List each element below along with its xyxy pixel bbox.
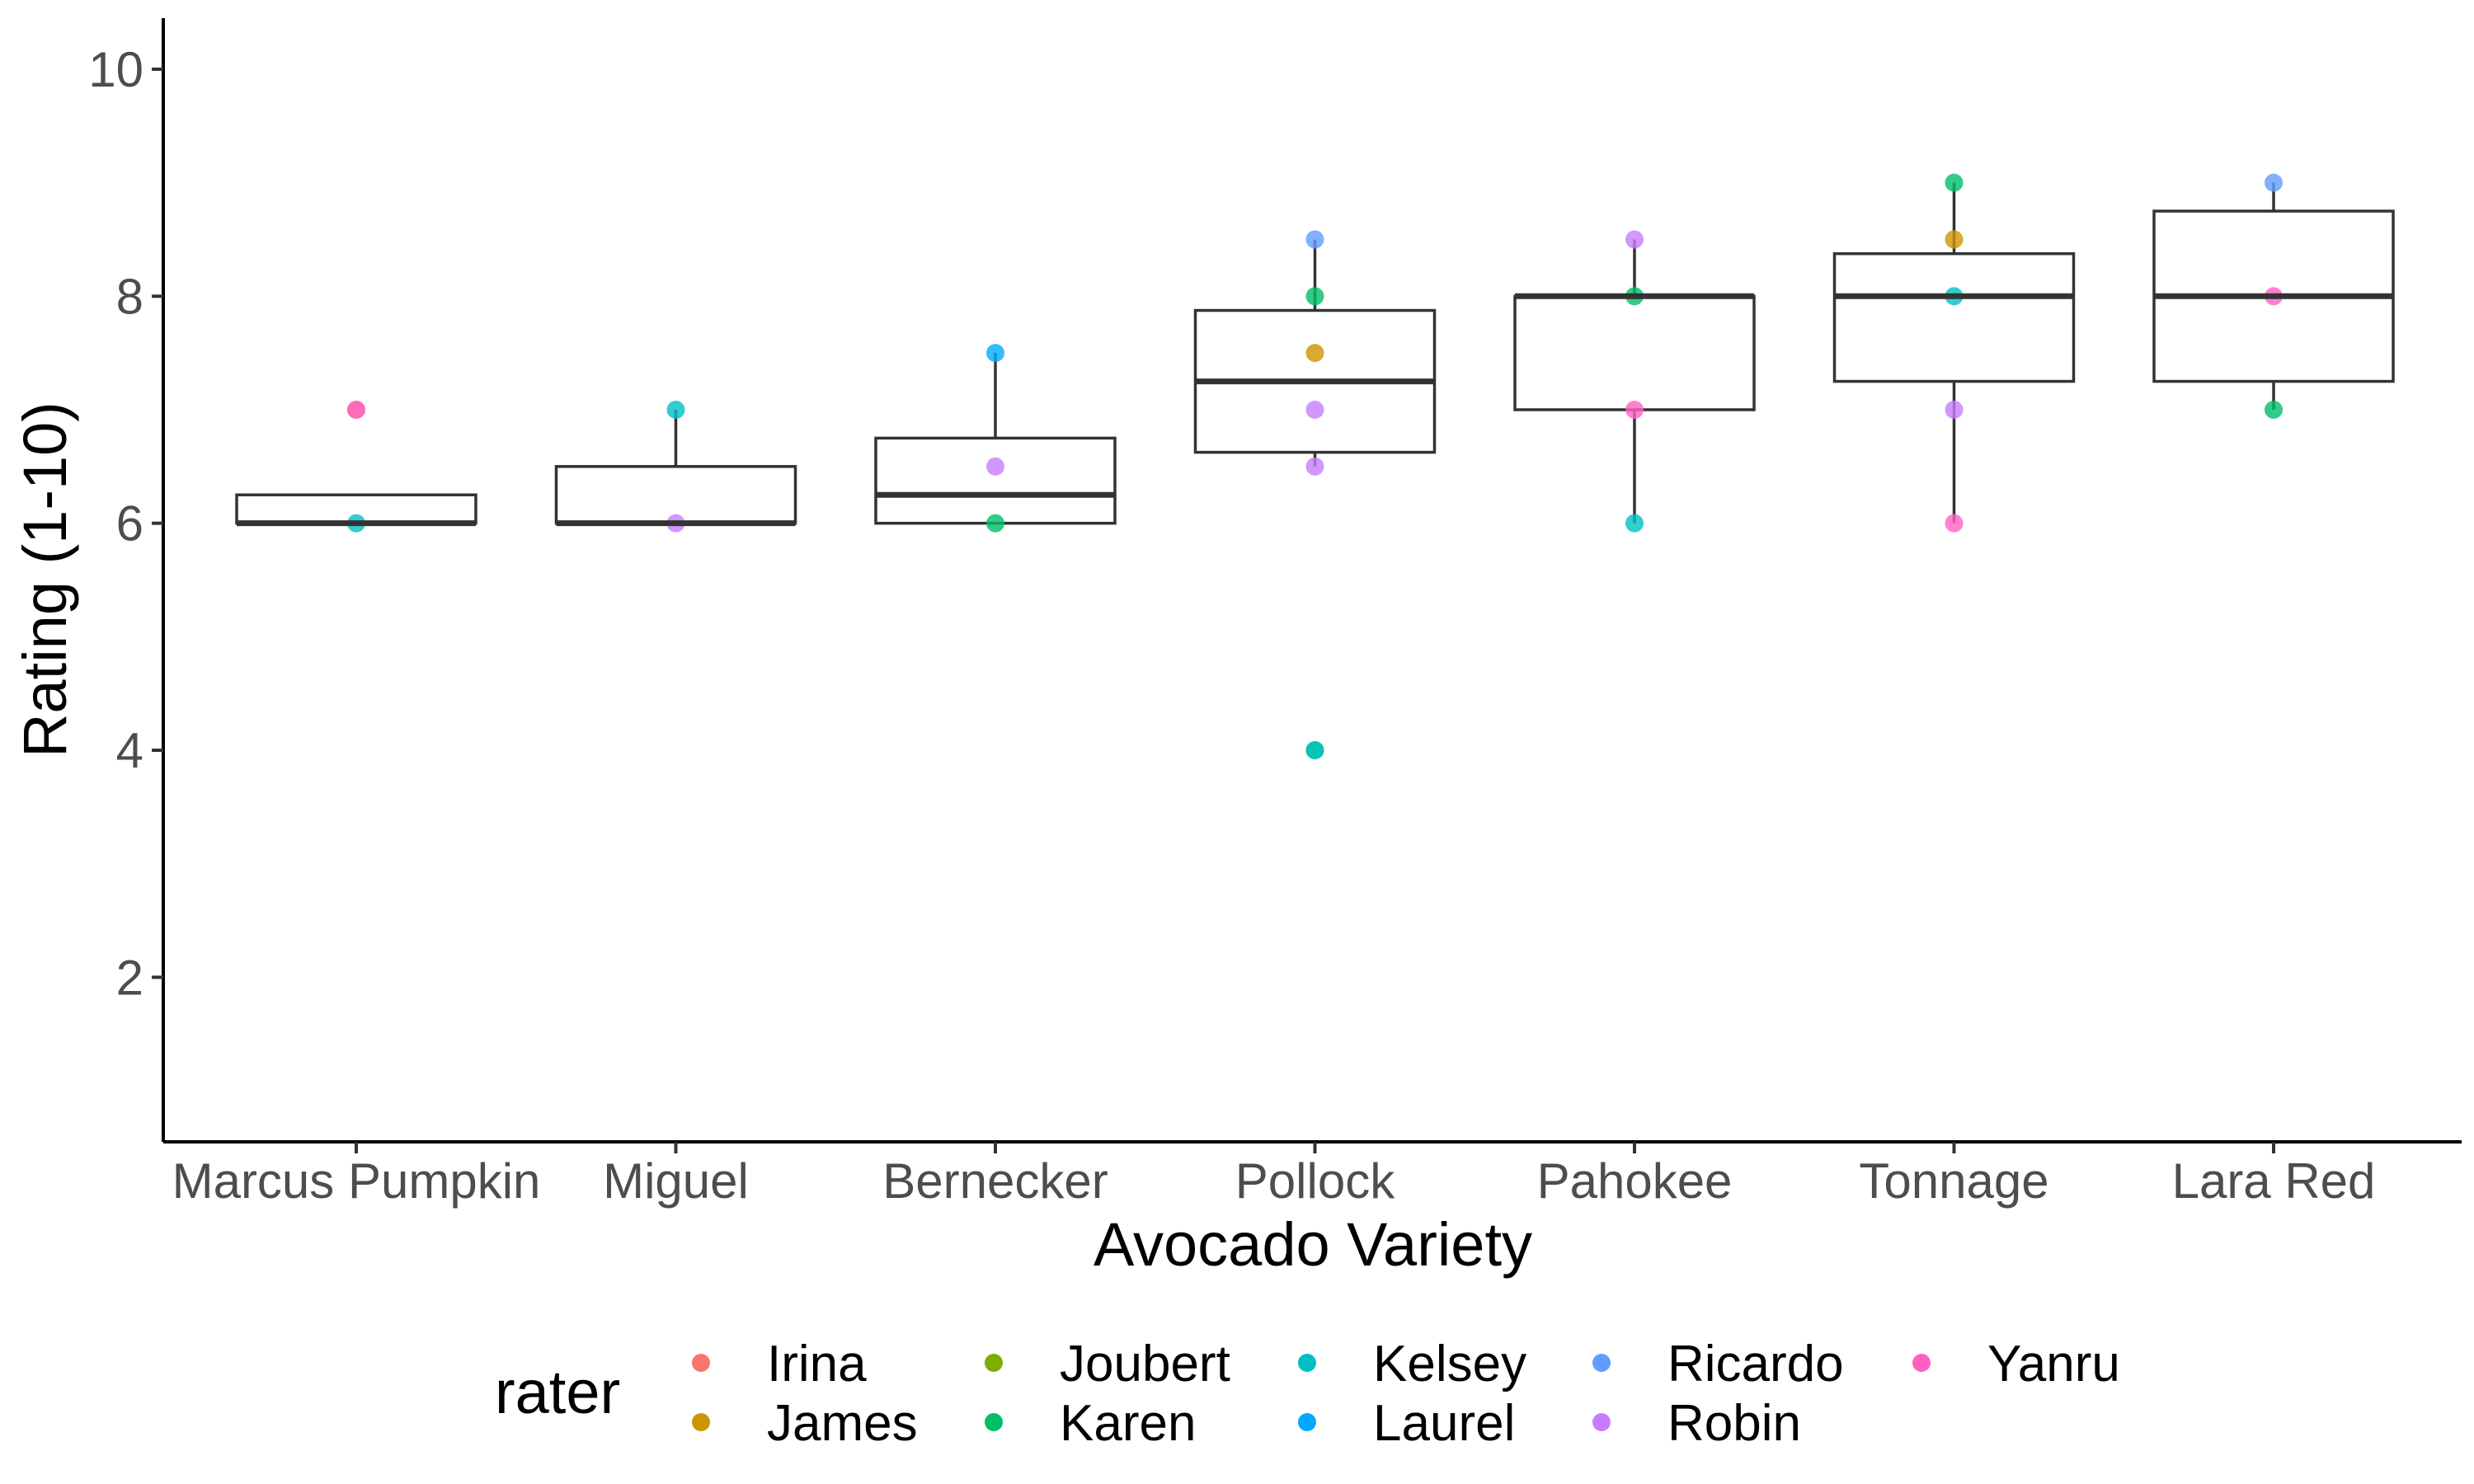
y-axis-title: Rating (1-10) (11, 402, 79, 758)
legend-label-kelsey: Kelsey (1373, 1336, 1526, 1392)
point-james (1945, 230, 1964, 249)
legend-key-irina (692, 1354, 710, 1372)
y-tick-label: 4 (116, 723, 143, 778)
legend-label-ricardo: Ricardo (1667, 1336, 1844, 1392)
point-karen (1945, 173, 1964, 192)
legend-label-james: James (767, 1395, 918, 1452)
point-robin (986, 457, 1004, 476)
point-laurel (986, 344, 1004, 363)
point-karen (986, 514, 1004, 533)
y-tick-label: 10 (88, 42, 143, 97)
box-miguel (554, 465, 797, 525)
point-karen (2265, 400, 2283, 419)
point-yanru (347, 400, 365, 419)
legend-key-kelsey (1298, 1354, 1316, 1372)
point-ricardo (2265, 173, 2283, 192)
x-tick-label: Marcus Pumpkin (172, 1153, 541, 1209)
point-robin (1305, 457, 1324, 476)
y-tick-label: 6 (116, 496, 143, 552)
legend-key-robin (1592, 1413, 1611, 1431)
legend-label-karen: Karen (1060, 1395, 1196, 1452)
box-tonnage (1832, 251, 2076, 383)
legend-title: rater (495, 1358, 620, 1426)
point-kelsey (666, 400, 685, 419)
point-kelsey (1305, 741, 1324, 760)
x-tick-label: Pahokee (1537, 1153, 1733, 1209)
legend-label-robin: Robin (1667, 1395, 1801, 1452)
point-karen (1305, 287, 1324, 306)
x-tick-label: Tonnage (1859, 1153, 2048, 1209)
box-bernecker (874, 436, 1117, 525)
legend-label-laurel: Laurel (1373, 1395, 1515, 1452)
point-robin (1625, 230, 1644, 249)
legend-label-irina: Irina (767, 1336, 867, 1392)
point-ricardo (1305, 230, 1324, 249)
axes: 2 4 6 8 10 Marcus Pumpkin Miguel Bernecker Pollo… (88, 18, 2462, 1209)
x-tick-label: Pollock (1235, 1153, 1395, 1209)
legend-key-james (692, 1413, 710, 1431)
x-tick-label: Lara Red (2172, 1153, 2376, 1209)
legend-key-karen (985, 1413, 1003, 1431)
y-tick-label: 2 (116, 950, 143, 1005)
legend-key-joubert (985, 1354, 1003, 1372)
point-yanru (1625, 400, 1644, 419)
x-tick-label: Bernecker (882, 1153, 1108, 1209)
legend-label-joubert: Joubert (1060, 1336, 1230, 1392)
legend-label-yanru: Yanru (1987, 1336, 2120, 1392)
legend-key-yanru (1912, 1354, 1931, 1372)
box-pahokee (1513, 294, 1756, 411)
legend-key-ricardo (1592, 1354, 1611, 1372)
x-axis-title: Avocado Variety (1094, 1210, 1532, 1279)
point-james (1305, 344, 1324, 363)
point-kelsey (1625, 514, 1644, 533)
point-robin (1305, 400, 1324, 419)
legend-key-laurel (1298, 1413, 1316, 1431)
x-tick-label: Miguel (603, 1153, 749, 1209)
point-yanru (1945, 514, 1964, 533)
point-robin (1945, 400, 1964, 419)
y-tick-label: 8 (116, 269, 143, 324)
plot-area (235, 173, 2395, 760)
